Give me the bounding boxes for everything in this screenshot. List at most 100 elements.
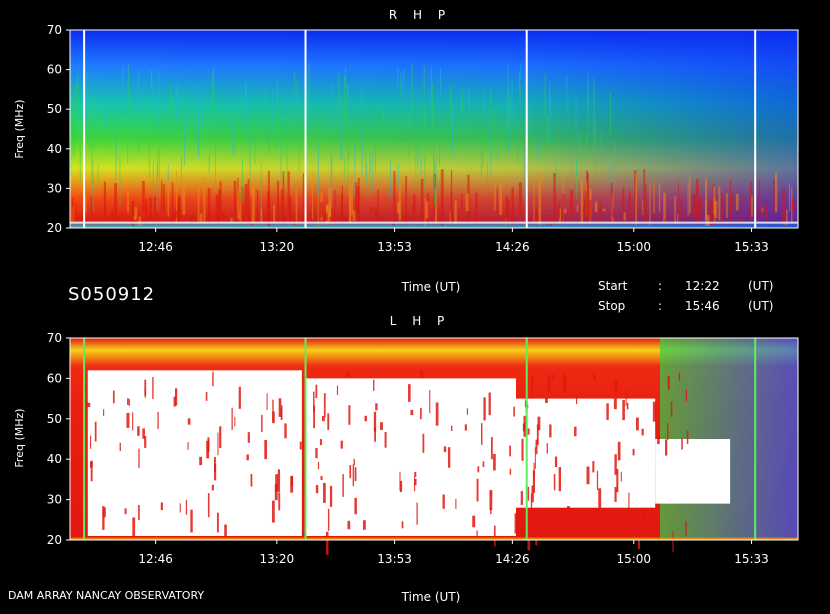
rhp-streak bbox=[564, 209, 566, 213]
rhp-y-tick-label: 60 bbox=[47, 63, 62, 77]
rhp-streak bbox=[584, 199, 586, 214]
rhp-streak bbox=[519, 72, 520, 94]
rhp-streak bbox=[334, 190, 335, 225]
lhp-streak bbox=[633, 449, 635, 456]
rhp-streak bbox=[570, 189, 573, 215]
rhp-streak bbox=[161, 120, 162, 145]
lhp-streak bbox=[113, 391, 115, 404]
lhp-streak bbox=[207, 437, 209, 451]
rhp-streak bbox=[215, 137, 216, 192]
rhp-baseline bbox=[70, 222, 798, 224]
lhp-streak bbox=[483, 461, 485, 467]
rhp-streak bbox=[538, 172, 541, 225]
rhp-streak bbox=[506, 197, 508, 225]
rhp-streak bbox=[426, 201, 428, 218]
lhp-streak bbox=[491, 437, 493, 459]
lhp-streak bbox=[414, 477, 415, 491]
lhp-streak bbox=[574, 427, 576, 437]
rhp-streak bbox=[331, 153, 332, 198]
rhp-streak bbox=[461, 194, 463, 212]
rhp-streak bbox=[566, 75, 567, 113]
lhp-streak bbox=[443, 495, 445, 509]
rhp-streak bbox=[222, 210, 224, 219]
rhp-streak bbox=[294, 125, 295, 148]
rhp-streak bbox=[142, 181, 145, 212]
lhp-streak bbox=[355, 467, 357, 481]
lhp-streak bbox=[576, 397, 577, 404]
rhp-streak bbox=[77, 74, 78, 110]
rhp-streak bbox=[178, 197, 181, 222]
lhp-streak bbox=[347, 372, 350, 377]
rhp-streak bbox=[520, 63, 521, 80]
lhp-streak bbox=[152, 377, 153, 399]
rhp-streak bbox=[340, 105, 341, 159]
rhp-streak bbox=[475, 193, 478, 224]
lhp-streak bbox=[423, 434, 425, 453]
lhp-streak bbox=[555, 457, 557, 467]
rhp-streak bbox=[451, 192, 453, 224]
lhp-streak bbox=[416, 503, 417, 525]
rhp-streak bbox=[257, 190, 258, 224]
rhp-x-tick-label: 12:46 bbox=[138, 240, 173, 254]
rhp-streak bbox=[547, 115, 548, 154]
rhp-streak bbox=[156, 214, 157, 222]
rhp-streak bbox=[128, 65, 129, 110]
lhp-streak bbox=[489, 490, 492, 510]
lhp-streak bbox=[481, 423, 482, 445]
rhp-streak bbox=[326, 205, 328, 211]
lhp-streak bbox=[320, 476, 322, 480]
rhp-streak bbox=[613, 162, 614, 210]
rhp-streak bbox=[214, 91, 215, 109]
rhp-streak bbox=[201, 118, 202, 137]
lhp-streak bbox=[642, 429, 644, 436]
rhp-streak bbox=[431, 66, 432, 114]
rhp-streak bbox=[594, 77, 595, 98]
lhp-streak bbox=[667, 423, 668, 439]
rhp-streak bbox=[549, 83, 550, 110]
rhp-streak bbox=[615, 142, 616, 174]
rhp-streak bbox=[75, 204, 76, 217]
lhp-streak bbox=[278, 492, 280, 510]
rhp-streak bbox=[390, 161, 391, 198]
rhp-streak bbox=[512, 80, 513, 127]
rhp-streak bbox=[743, 199, 744, 212]
rhp-streak bbox=[546, 224, 548, 226]
rhp-streak bbox=[232, 119, 233, 156]
rhp-streak bbox=[497, 139, 498, 160]
lhp-streak bbox=[553, 374, 555, 381]
lhp-streak bbox=[132, 412, 133, 430]
lhp-streak bbox=[535, 522, 537, 545]
lhp-y-tick-label: 50 bbox=[47, 412, 62, 426]
lhp-x-axis-label: Time (UT) bbox=[401, 590, 461, 604]
rhp-streak bbox=[424, 65, 425, 94]
lhp-streak bbox=[668, 376, 670, 390]
lhp-streak bbox=[326, 532, 329, 555]
rhp-streak bbox=[345, 216, 346, 221]
lhp-streak bbox=[563, 374, 566, 393]
lhp-streak bbox=[315, 448, 317, 458]
lhp-streak bbox=[363, 520, 366, 530]
lhp-streak bbox=[281, 408, 282, 420]
lhp-streak bbox=[626, 387, 627, 405]
rhp-streak bbox=[499, 182, 502, 215]
rhp-streak bbox=[182, 185, 185, 215]
lhp-streak bbox=[665, 439, 667, 455]
lhp-streak bbox=[451, 426, 452, 431]
lhp-streak bbox=[188, 442, 189, 450]
rhp-streak bbox=[332, 110, 333, 131]
lhp-streak bbox=[521, 491, 523, 505]
rhp-streak bbox=[576, 159, 577, 199]
rhp-streak bbox=[713, 186, 715, 214]
rhp-x-axis-label: Time (UT) bbox=[401, 280, 461, 294]
lhp-streak bbox=[132, 517, 135, 540]
rhp-streak bbox=[153, 161, 154, 196]
start-unit: (UT) bbox=[748, 279, 773, 293]
rhp-streak bbox=[149, 198, 152, 220]
rhp-streak bbox=[717, 205, 718, 222]
rhp-streak bbox=[511, 187, 513, 224]
rhp-streak bbox=[433, 148, 434, 196]
lhp-title: L H P bbox=[390, 314, 451, 328]
